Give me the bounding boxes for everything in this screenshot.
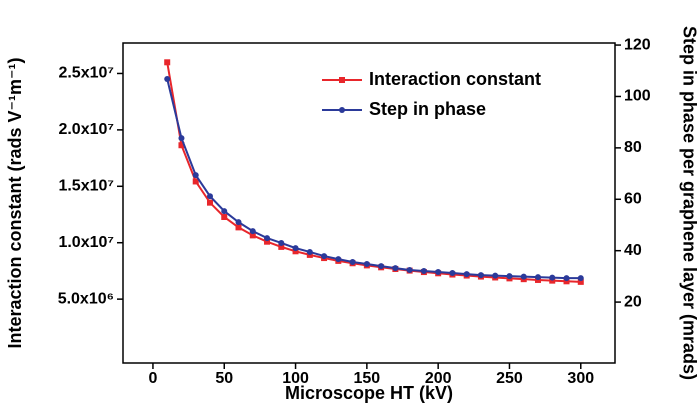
series-line xyxy=(166,62,581,283)
point xyxy=(206,199,213,206)
point xyxy=(306,248,313,255)
point xyxy=(392,265,399,272)
point xyxy=(321,253,328,260)
y2-tick-label: 60 xyxy=(624,190,642,207)
point xyxy=(563,275,570,282)
point xyxy=(506,273,513,280)
point xyxy=(477,272,484,279)
point xyxy=(335,256,342,263)
x-tick-label: 200 xyxy=(425,370,452,387)
y-tick-label: 1.0x10⁷ xyxy=(58,234,114,251)
point xyxy=(420,267,427,274)
point xyxy=(563,278,570,285)
point xyxy=(292,248,299,255)
point xyxy=(178,135,185,142)
point xyxy=(249,232,256,239)
point xyxy=(278,239,285,246)
y-tick-label: 2.5x10⁷ xyxy=(58,65,114,82)
y2-tick-label: 120 xyxy=(624,36,651,53)
y2-tick-label: 80 xyxy=(624,139,642,156)
plot-frame xyxy=(122,42,616,364)
x-tick-label: 250 xyxy=(496,370,523,387)
y-tick-label: 1.5x10⁷ xyxy=(58,178,114,195)
x-tick-label: 300 xyxy=(567,370,594,387)
point xyxy=(577,275,584,282)
point xyxy=(492,272,499,279)
point xyxy=(235,219,242,226)
point xyxy=(178,142,185,149)
y2-axis-title: Step in phase per graphene layer (mrads) xyxy=(679,26,699,380)
y2-tick-label: 20 xyxy=(624,293,642,310)
point xyxy=(534,274,541,281)
point xyxy=(249,228,256,235)
point xyxy=(520,273,527,280)
y2-tick-label: 100 xyxy=(624,88,651,105)
point xyxy=(164,59,171,66)
point xyxy=(192,172,199,179)
point xyxy=(363,261,370,268)
x-tick-label: 150 xyxy=(354,370,381,387)
point xyxy=(449,270,456,277)
x-tick-label: 50 xyxy=(215,370,233,387)
point xyxy=(378,263,385,270)
point xyxy=(206,193,213,200)
point xyxy=(435,269,442,276)
point xyxy=(264,235,271,242)
point xyxy=(221,208,228,215)
point xyxy=(577,278,584,285)
point xyxy=(221,213,228,220)
point xyxy=(278,243,285,250)
point xyxy=(349,258,356,265)
point xyxy=(264,238,271,245)
point xyxy=(406,266,413,273)
y-axis-title: Interaction constant (rads V⁻¹m⁻¹) xyxy=(5,57,25,348)
legend-label: Step in phase xyxy=(369,99,486,119)
y-tick-label: 2.0x10⁷ xyxy=(58,121,114,138)
legend-marker xyxy=(339,77,345,83)
x-tick-label: 0 xyxy=(148,370,157,387)
y-tick-label: 5.0x10⁶ xyxy=(58,290,114,307)
legend-label: Interaction constant xyxy=(369,69,541,89)
x-tick-label: 100 xyxy=(282,370,309,387)
x-axis-title: Microscope HT (kV) xyxy=(285,383,453,403)
point xyxy=(235,224,242,231)
point xyxy=(463,271,470,278)
y2-tick-label: 40 xyxy=(624,242,642,259)
point xyxy=(292,245,299,252)
point xyxy=(164,75,171,82)
legend-marker xyxy=(339,107,345,113)
point xyxy=(549,274,556,281)
point xyxy=(192,178,199,185)
